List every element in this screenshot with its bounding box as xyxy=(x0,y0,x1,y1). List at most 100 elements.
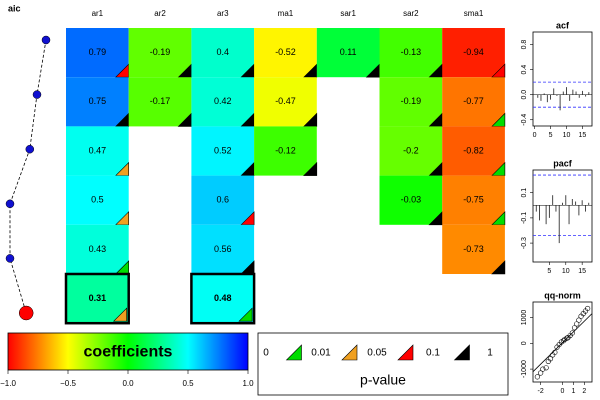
aic-line xyxy=(9,39,47,314)
coef-cell xyxy=(191,224,255,274)
aic-title: aic xyxy=(8,3,21,13)
coef-cell xyxy=(442,224,505,274)
coef-cell xyxy=(379,28,443,78)
y-tick-label: -0.4 xyxy=(521,114,528,126)
legend-swatch xyxy=(453,344,470,361)
point xyxy=(585,305,591,312)
coef-label: -0.73 xyxy=(463,244,484,254)
coef-cell xyxy=(379,175,443,225)
x-tick-label: 1.0 xyxy=(242,379,254,388)
point xyxy=(576,317,582,323)
coef-label: -0.47 xyxy=(275,96,296,106)
x-tick-label: 0.5 xyxy=(182,379,194,388)
aic-point xyxy=(32,90,42,99)
x-tick-label: -2 xyxy=(538,388,544,395)
point xyxy=(538,370,544,376)
point xyxy=(574,321,580,327)
coef-label: 0.31 xyxy=(89,293,107,303)
x-tick-label: 1 xyxy=(571,388,575,395)
column-label: ar1 xyxy=(92,9,104,18)
legend-break: 0 xyxy=(263,348,269,359)
legend-swatch xyxy=(341,344,358,361)
pvalue-flag xyxy=(238,307,253,322)
pvalue-flag xyxy=(491,260,506,275)
coef-label: -0.77 xyxy=(463,96,484,106)
coef-cell xyxy=(254,28,317,78)
aic-point xyxy=(5,199,15,209)
y-tick-label: 0.8 xyxy=(521,40,528,50)
column-label: ar3 xyxy=(217,9,229,18)
x-tick-label: 0 xyxy=(533,132,537,139)
x-tick-label: −1.0 xyxy=(0,379,16,388)
coef-label: 0.52 xyxy=(214,145,232,155)
coef-label: -0.13 xyxy=(401,47,422,57)
coef-cell xyxy=(66,175,129,225)
coef-cell xyxy=(442,28,505,78)
aic-point xyxy=(41,35,51,45)
coef-cell xyxy=(190,272,256,325)
y-tick-label: 0.1 xyxy=(521,188,528,198)
legend-title: p-value xyxy=(360,372,406,388)
x-tick-label: 0 xyxy=(561,388,565,395)
legend-box xyxy=(257,332,509,396)
coef-cell xyxy=(128,77,192,127)
coef-label: -0.12 xyxy=(275,145,296,155)
column-label: sar2 xyxy=(403,9,419,18)
legend-swatch xyxy=(285,344,302,361)
point xyxy=(543,365,549,371)
coef-label: 0.56 xyxy=(214,244,232,254)
coef-label: 0.75 xyxy=(89,96,107,106)
coef-cell xyxy=(379,126,443,176)
coef-cell xyxy=(254,126,317,176)
plot-frame xyxy=(532,169,593,263)
coef-label: 0.43 xyxy=(89,244,107,254)
coef-label: -0.94 xyxy=(463,47,484,57)
point xyxy=(540,366,546,372)
x-tick-label: 15 xyxy=(579,132,587,139)
coef-label: 0.79 xyxy=(89,47,107,57)
x-tick-label: 15 xyxy=(578,268,586,275)
point xyxy=(534,374,540,380)
coef-label: -0.19 xyxy=(150,47,171,57)
coef-cell xyxy=(254,77,317,127)
legend-break: 0.01 xyxy=(311,348,331,359)
column-label: sma1 xyxy=(464,9,484,18)
y-tick-label: 0.4 xyxy=(521,65,528,75)
column-label: sar1 xyxy=(340,9,356,18)
aic-point xyxy=(18,305,34,321)
coef-label: 0.11 xyxy=(340,47,357,57)
coef-label: -0.2 xyxy=(403,145,419,155)
y-tick-label: 0 xyxy=(521,341,528,345)
coef-label: -0.19 xyxy=(401,96,422,106)
x-tick-label: 10 xyxy=(563,132,571,139)
point xyxy=(569,330,575,336)
coef-label: -0.17 xyxy=(150,96,171,106)
legend-swatch xyxy=(397,344,414,361)
x-tick-label: 5 xyxy=(547,268,551,275)
coef-cell xyxy=(66,224,129,274)
legend-break: 1 xyxy=(487,348,493,359)
coef-cell xyxy=(191,28,255,78)
x-tick-label: 5 xyxy=(549,132,553,139)
colorbar xyxy=(7,332,249,371)
y-tick-label: 0.0 xyxy=(521,90,528,100)
coef-label: 0.5 xyxy=(91,195,104,205)
point xyxy=(564,335,570,341)
coef-cell xyxy=(442,77,505,127)
point xyxy=(571,325,578,331)
coef-label: 0.42 xyxy=(214,96,232,106)
colorbar-title: coefficients xyxy=(84,344,173,361)
plot-frame xyxy=(532,31,593,127)
y-tick-label: 1000 xyxy=(521,310,528,326)
x-tick-label: 0.0 xyxy=(122,379,134,388)
coef-label: 0.47 xyxy=(89,145,107,155)
coef-cell xyxy=(442,126,505,176)
coef-label: 0.6 xyxy=(216,195,229,205)
coef-cell xyxy=(316,28,380,78)
pvalue-flag xyxy=(112,307,127,322)
legend-break: 0.05 xyxy=(367,348,387,359)
x-tick-label: −0.5 xyxy=(60,379,76,388)
coef-cell xyxy=(379,77,443,127)
coef-label: -0.75 xyxy=(463,195,484,205)
coef-cell xyxy=(191,175,255,225)
